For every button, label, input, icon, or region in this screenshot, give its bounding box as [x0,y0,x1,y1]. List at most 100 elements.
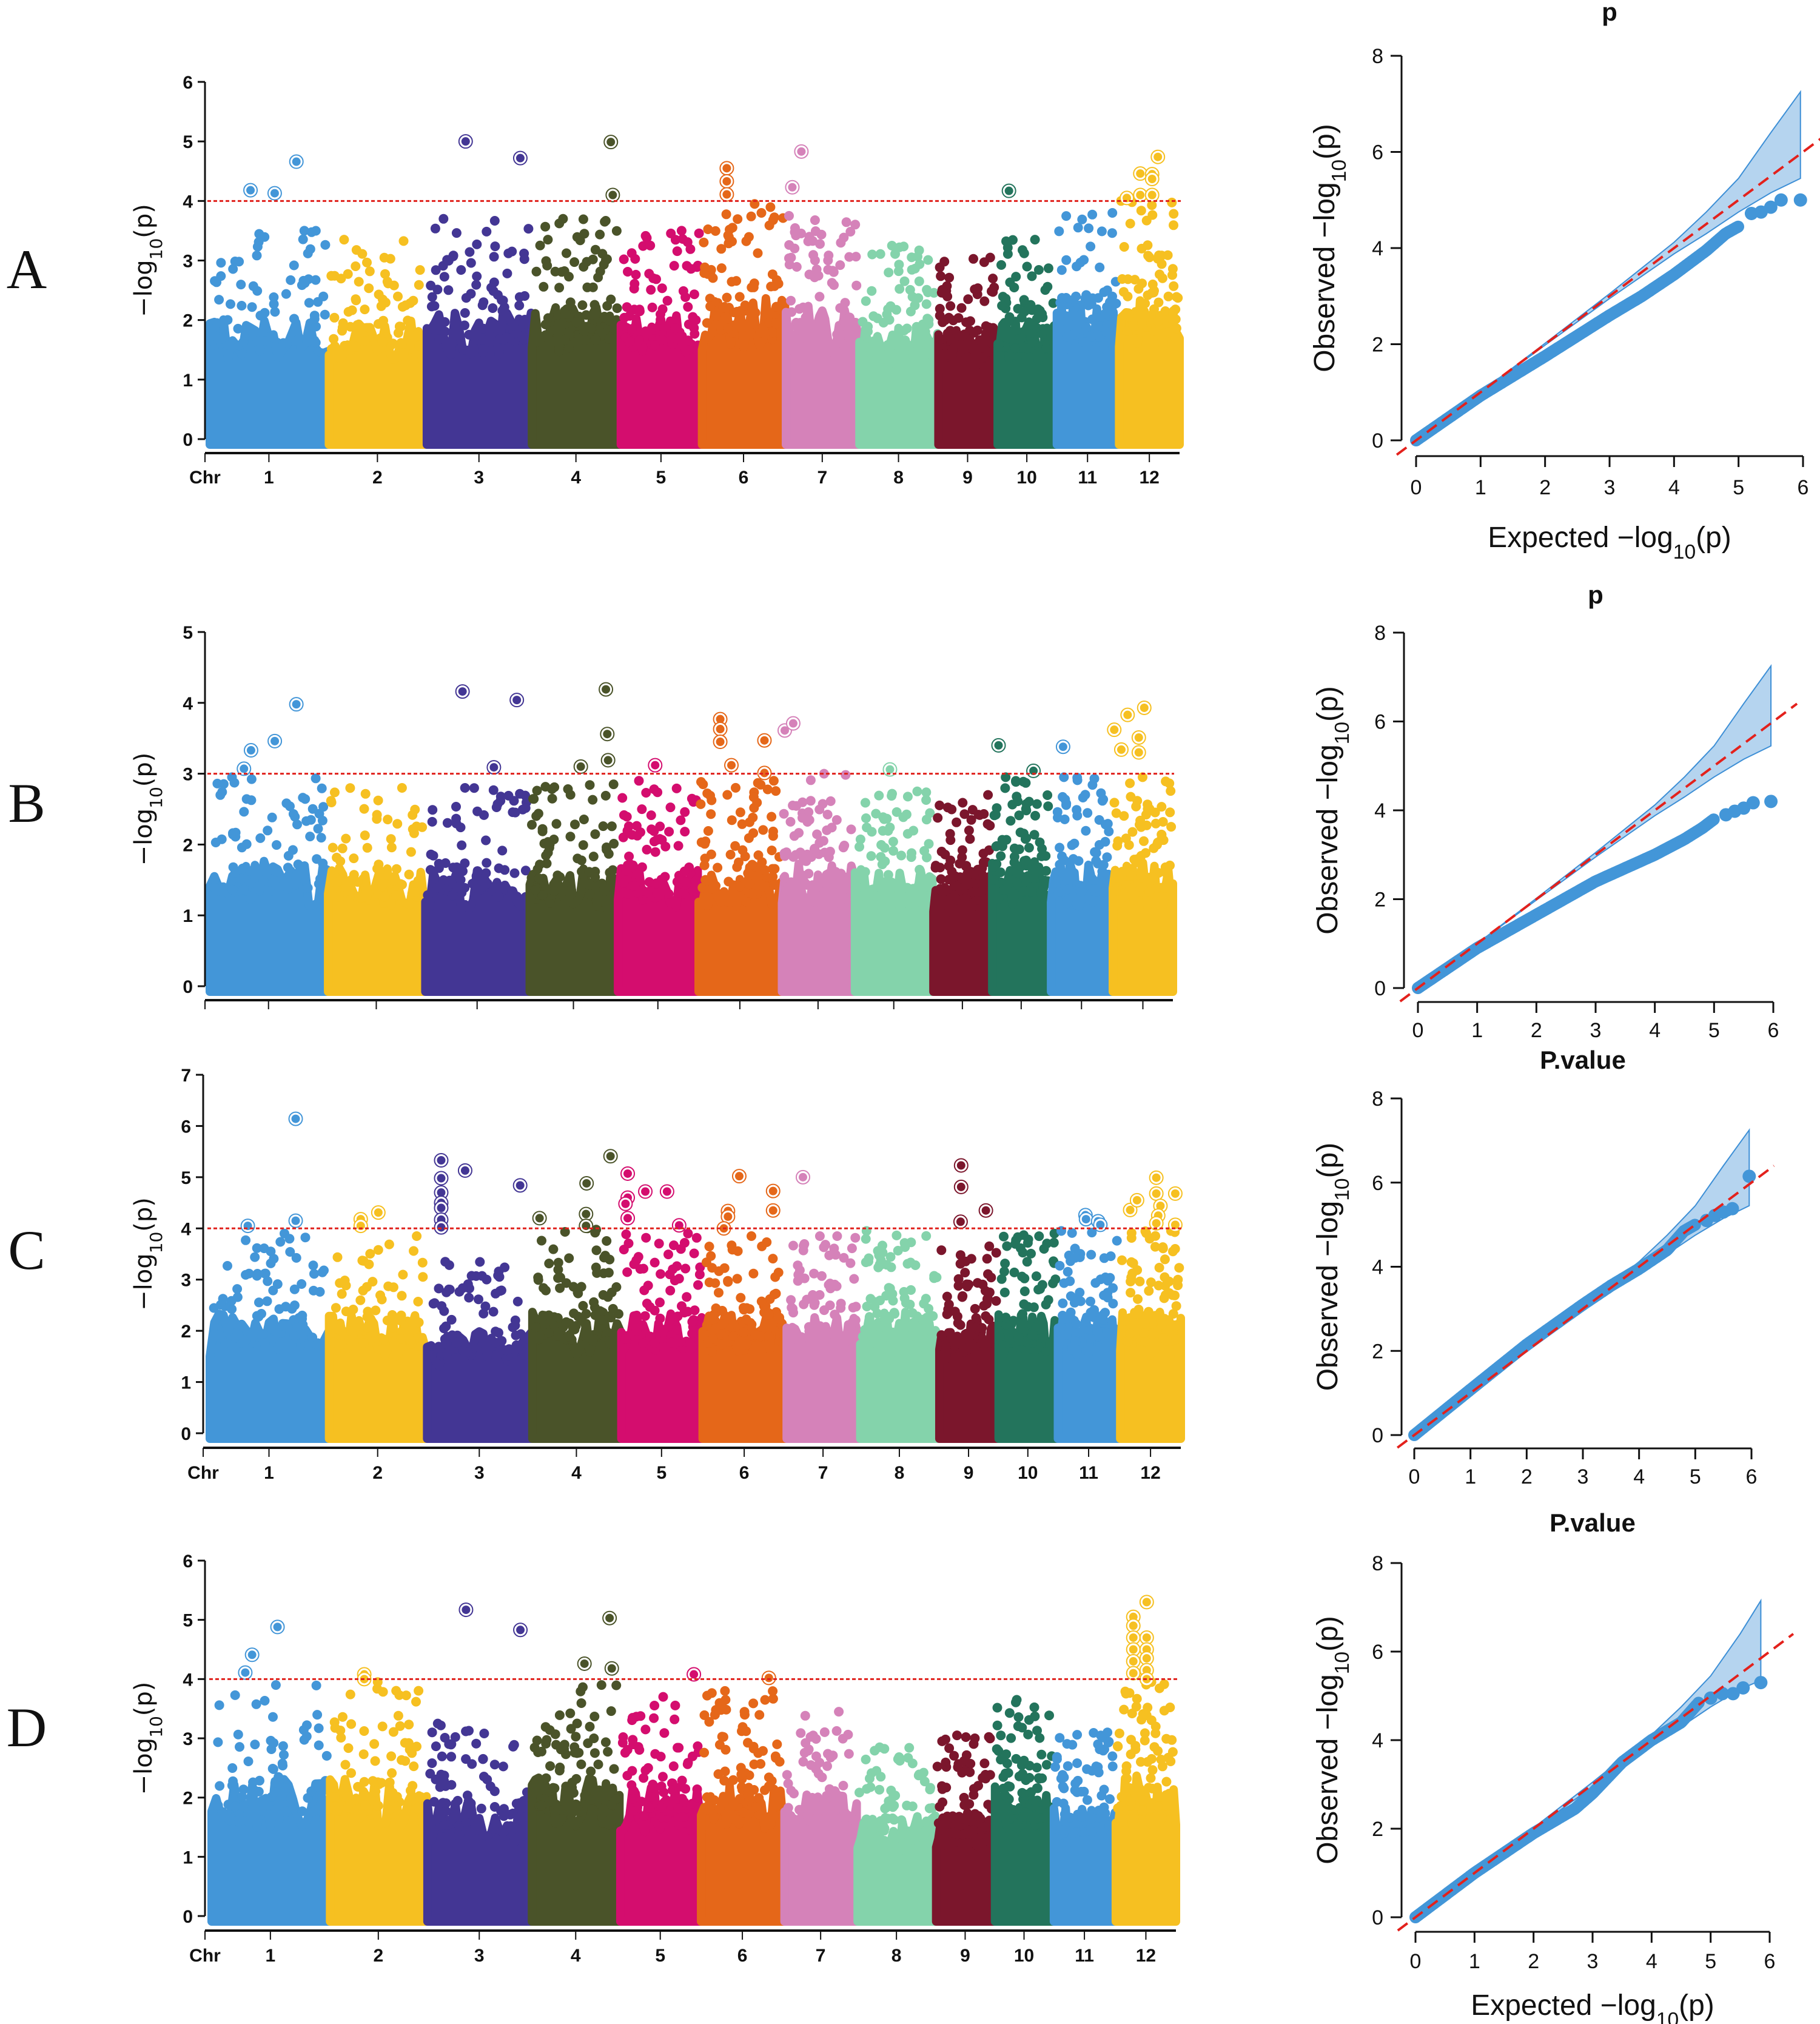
chromosome-6-points [697,199,790,449]
snp-point [827,266,838,276]
highlight-core [1147,175,1157,184]
snp-point [1140,1728,1150,1738]
snp-point [1043,1295,1053,1305]
snp-point [219,324,229,334]
snp-point [1136,206,1146,216]
snp-point [1096,226,1107,237]
snp-point [400,1756,411,1766]
snp-point [920,326,930,337]
snp-point [442,1349,452,1359]
snp-point [804,1744,814,1755]
snp-point [706,1251,716,1261]
snp-point [397,783,407,793]
snp-point [660,872,670,882]
snp-point [672,876,682,887]
snp-point [445,875,455,886]
snp-point [604,1311,614,1321]
snp-point [340,1760,351,1770]
snp-point [636,1797,646,1807]
snp-point [639,1773,649,1783]
snp-point [1026,1248,1036,1259]
highlight-core [956,1182,965,1191]
highlight-core [291,1114,300,1123]
snp-point [512,892,522,902]
chromosome-2-points [324,1231,431,1443]
snp-point [520,790,531,801]
snp-point [718,303,728,313]
highlight-core [535,1214,544,1223]
snp-point [764,1331,774,1341]
snp-point [1067,1228,1077,1238]
snp-point [1146,1773,1156,1783]
highlight-core [1142,1633,1151,1642]
snp-point [1117,1792,1127,1802]
snp-point [884,267,894,278]
reference-line [1395,138,1820,456]
snp-point [810,215,820,225]
snp-point [861,296,871,306]
chromosome-10-points [994,1228,1061,1443]
snp-point [788,1303,798,1314]
x-tick-label: 5 [1708,1019,1720,1042]
snp-point [541,1773,551,1783]
snp-point [1095,262,1105,272]
snp-point [1053,813,1063,822]
snp-point [996,260,1006,270]
snp-point [921,1231,932,1241]
snp-point [1087,209,1098,220]
snp-point [964,869,975,879]
chromosome-label: 11 [1079,1463,1098,1483]
snp-point [836,1303,846,1313]
snp-point [819,768,829,779]
highlighted-snp [1144,172,1160,187]
snp-point [1018,1309,1028,1319]
snp-point [337,323,348,332]
snp-point [308,1260,318,1271]
snp-point [536,1800,546,1811]
snp-point [660,841,671,852]
snp-point [804,232,814,242]
snp-point [627,1794,637,1804]
snp-point [764,1772,774,1783]
highlight-core [515,153,525,163]
snp-point [395,1721,405,1731]
snp-point [809,1268,819,1279]
snp-point [268,1712,278,1722]
snp-point [802,1294,812,1305]
snp-point [471,1271,482,1281]
snp-point [553,1273,563,1283]
snp-point [1005,1813,1015,1823]
snp-point [902,339,912,349]
snp-point [754,1710,765,1720]
chromosome-label: 11 [1078,468,1097,488]
snp-point [428,1299,438,1309]
y-tick-label: 2 [181,1322,191,1342]
highlighted-snp [731,1169,747,1184]
snp-point [915,864,925,875]
snp-point [973,810,984,820]
snp-point [1113,1803,1123,1814]
snp-point [804,1326,814,1336]
snp-point [464,329,474,340]
snp-point [255,1775,264,1786]
snp-point [458,866,468,876]
snp-point [1024,842,1034,853]
snp-point [413,1297,423,1306]
snp-point [1081,290,1092,300]
snp-point [1157,802,1167,812]
label-text: Observed −log [1312,744,1344,935]
snp-point [606,1287,617,1297]
snp-point [770,1751,781,1761]
snp-point [727,815,737,825]
snp-point [860,867,870,877]
snp-point [537,1236,546,1246]
snp-point [631,1256,642,1265]
snp-point [519,254,529,264]
snp-point [1032,314,1042,324]
snp-point [708,1334,718,1344]
snp-point [415,265,425,275]
snp-point [327,842,338,853]
snp-point [1167,1747,1178,1757]
snp-point [404,329,414,339]
chromosome-label: 5 [656,1463,667,1483]
